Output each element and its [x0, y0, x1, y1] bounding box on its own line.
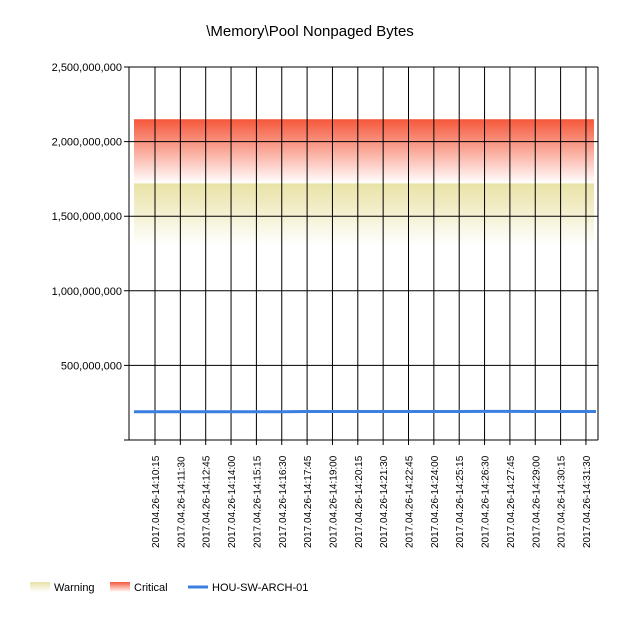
x-tick-label: 2017.04.26-14:12:45 — [202, 455, 213, 548]
y-tick-label: 500,000,000 — [61, 360, 122, 372]
x-tick-label: 2017.04.26-14:27:45 — [506, 455, 517, 548]
x-tick-label: 2017.04.26-14:24:00 — [430, 455, 441, 548]
x-tick-label: 2017.04.26-14:26:30 — [481, 455, 492, 548]
x-tick-label: 2017.04.26-14:22:45 — [405, 455, 416, 548]
band-warning — [134, 183, 594, 247]
x-tick-label: 2017.04.26-14:30:15 — [557, 455, 568, 548]
x-tick-label: 2017.04.26-14:14:00 — [227, 455, 238, 548]
x-tick-label: 2017.04.26-14:20:15 — [354, 455, 365, 548]
x-tick-label: 2017.04.26-14:10:15 — [151, 455, 162, 548]
legend-label-critical: Critical — [134, 582, 168, 594]
x-tick-label: 2017.04.26-14:29:00 — [531, 455, 542, 548]
x-tick-label: 2017.04.26-14:11:30 — [176, 456, 187, 548]
chart-title: \Memory\Pool Nonpaged Bytes — [206, 23, 414, 40]
x-tick-label: 2017.04.26-14:17:45 — [303, 455, 314, 548]
x-tick-label: 2017.04.26-14:19:00 — [328, 455, 339, 548]
y-tick-label: 1,000,000,000 — [52, 286, 122, 298]
x-tick-label: 2017.04.26-14:25:15 — [455, 455, 466, 548]
x-tick-label: 2017.04.26-14:21:30 — [379, 455, 390, 548]
legend-label-warning: Warning — [54, 582, 95, 594]
legend-swatch-warning — [30, 582, 50, 592]
y-tick-label: 2,000,000,000 — [52, 137, 122, 149]
legend-label-series: HOU-SW-ARCH-01 — [212, 582, 308, 594]
x-tick-label: 2017.04.26-14:16:30 — [278, 455, 289, 548]
y-tick-label: 2,500,000,000 — [52, 62, 122, 74]
legend: Warning Critical HOU-SW-ARCH-01 — [30, 582, 308, 594]
x-tick-label: 2017.04.26-14:15:15 — [252, 455, 263, 548]
x-tick-label: 2017.04.26-14:31:30 — [582, 455, 593, 548]
y-tick-label: 1,500,000,000 — [52, 211, 122, 223]
legend-swatch-critical — [110, 582, 130, 592]
band-critical — [134, 119, 594, 184]
plot-area: 500,000,000 1,000,000,000 1,500,000,000 2,0… — [52, 62, 599, 548]
